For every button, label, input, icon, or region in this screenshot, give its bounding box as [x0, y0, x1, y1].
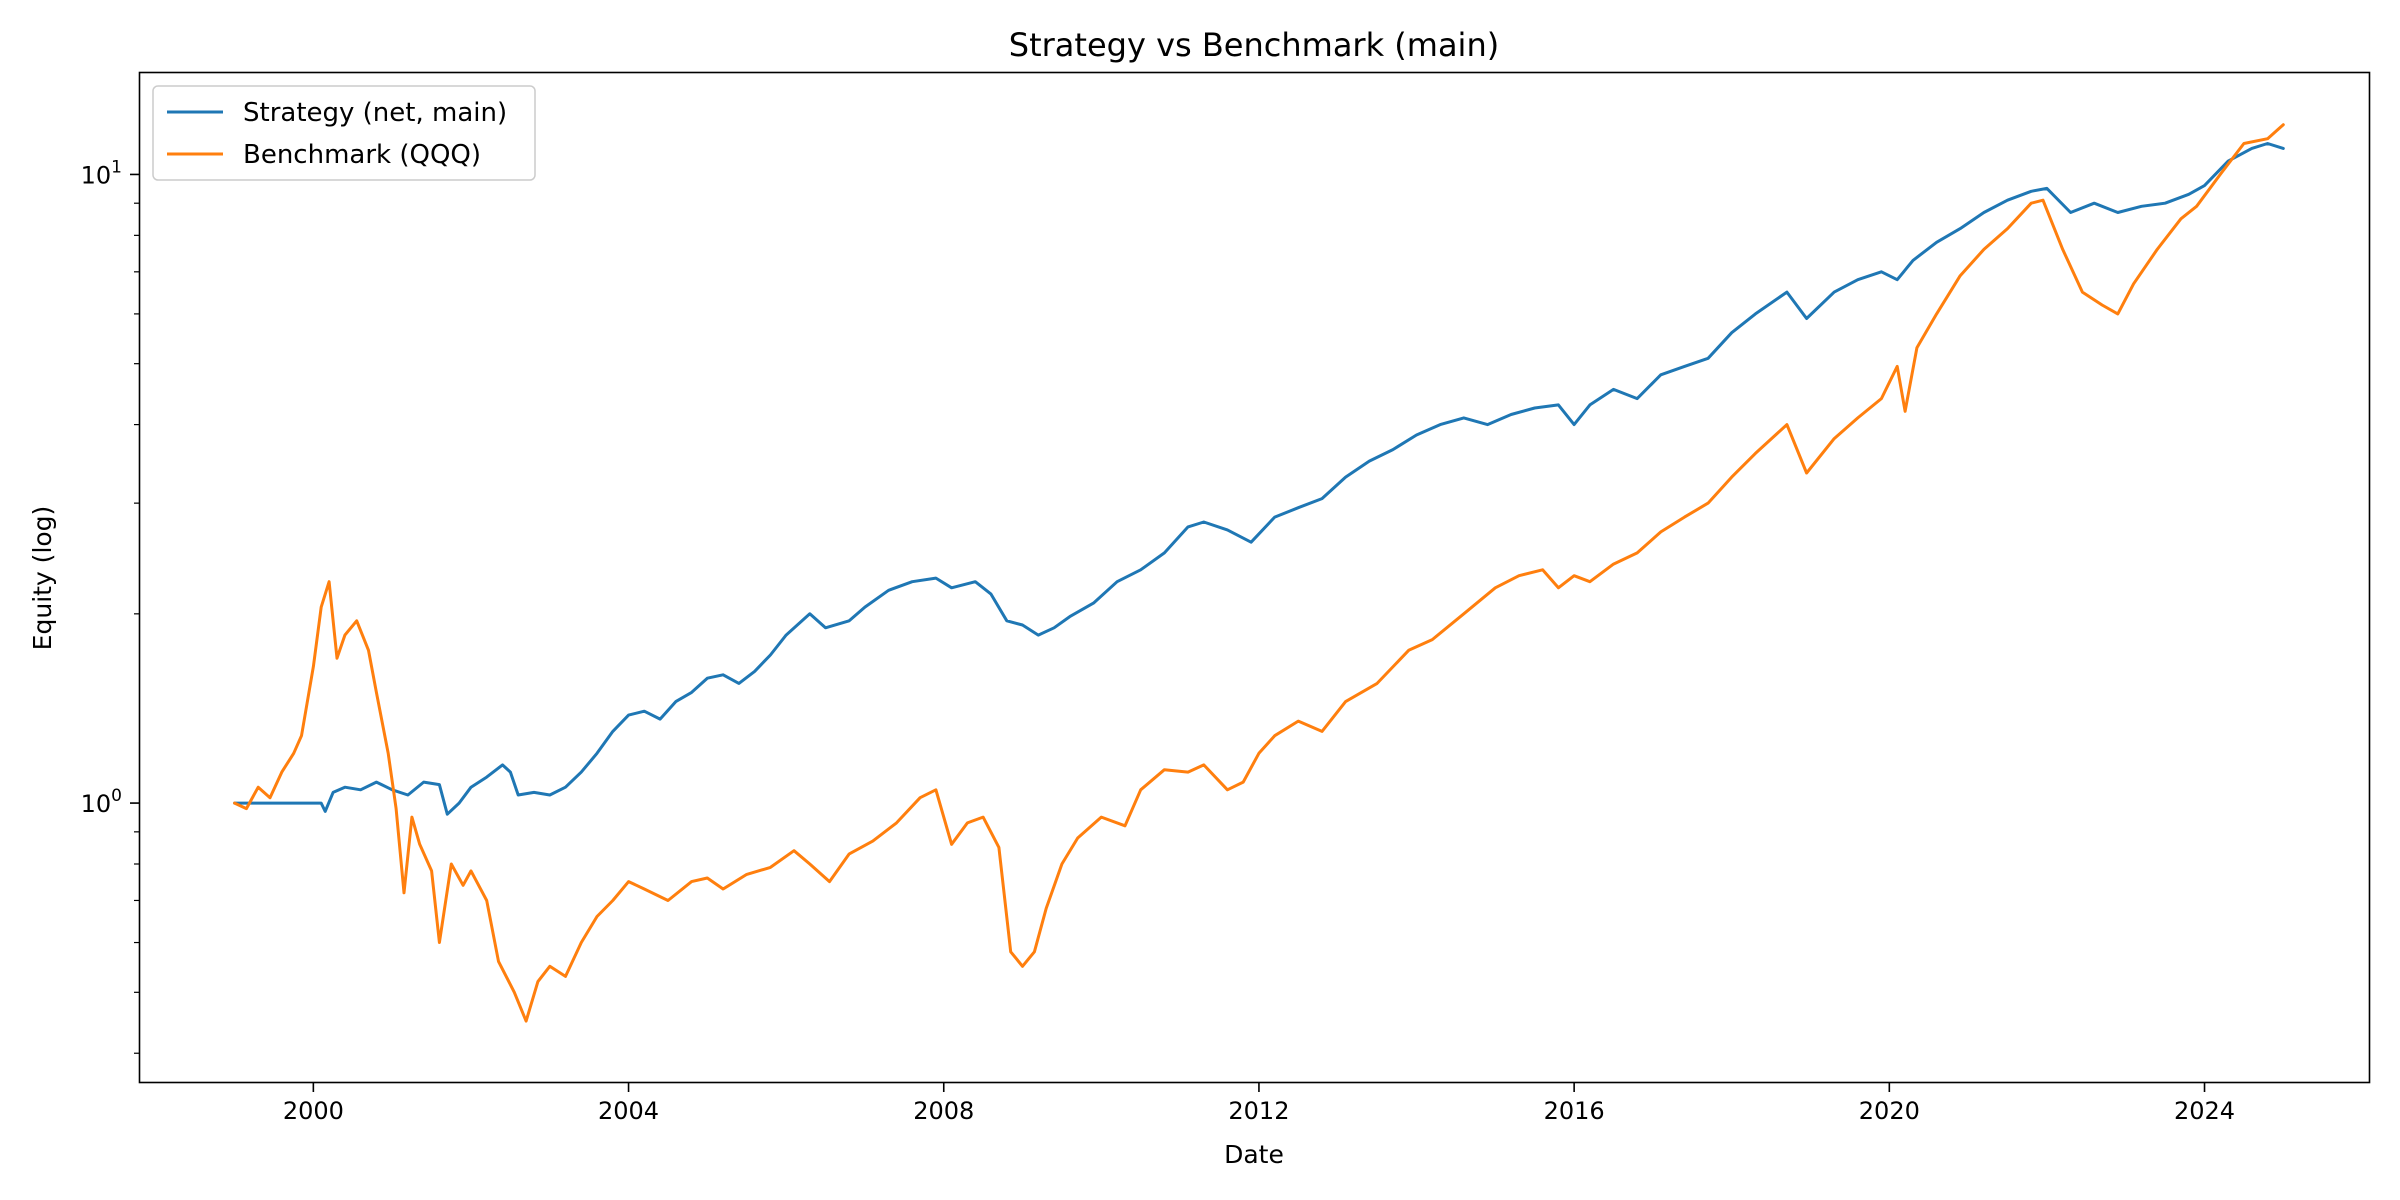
x-tick-label: 2016 — [1544, 1097, 1605, 1125]
x-tick-label: 2020 — [1859, 1097, 1920, 1125]
x-axis-label: Date — [1224, 1140, 1284, 1169]
plot-area — [233, 123, 2285, 1023]
legend-box — [152, 85, 536, 181]
legend-label-benchmark: Benchmark (QQQ) — [243, 140, 481, 170]
series-line-strategy — [233, 142, 2285, 816]
x-tick-label: 2024 — [2174, 1097, 2235, 1125]
x-tick-label: 2012 — [1228, 1097, 1289, 1125]
y-axis-label: Equity (log) — [28, 506, 57, 651]
legend: Strategy (net, main) Benchmark (QQQ) — [152, 85, 536, 181]
x-tick-label: 2000 — [283, 1097, 344, 1125]
chart-title: Strategy vs Benchmark (main) — [1009, 26, 1499, 64]
x-tick-label: 2004 — [598, 1097, 659, 1125]
y-axis-ticks: 100 101 — [81, 157, 140, 1054]
x-axis-ticks: 2000 2004 2008 2012 2016 2020 2024 — [283, 1082, 2235, 1125]
legend-label-strategy: Strategy (net, main) — [243, 98, 507, 128]
x-tick-label: 2008 — [913, 1097, 974, 1125]
y-tick-label: 100 — [81, 786, 122, 818]
series-line-benchmark — [233, 123, 2285, 1023]
y-tick-label: 101 — [81, 157, 122, 189]
plot-frame — [138, 71, 2371, 1084]
